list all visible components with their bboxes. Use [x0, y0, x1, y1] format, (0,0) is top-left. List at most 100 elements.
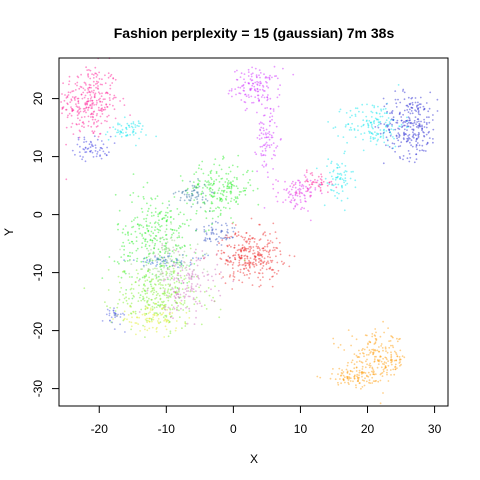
data-point	[403, 124, 405, 127]
data-point	[91, 105, 93, 107]
data-point	[142, 264, 145, 267]
data-point	[271, 259, 274, 262]
data-point	[112, 126, 115, 128]
data-point	[251, 101, 253, 104]
data-point	[200, 305, 203, 308]
data-point	[257, 251, 259, 253]
data-point	[65, 143, 67, 146]
data-point	[179, 264, 181, 267]
data-point	[157, 292, 159, 295]
data-point	[376, 140, 379, 142]
data-point	[382, 135, 385, 137]
data-point	[279, 250, 282, 253]
data-point	[172, 272, 175, 274]
data-point	[142, 324, 145, 327]
data-point	[182, 256, 184, 259]
data-point	[389, 112, 391, 115]
data-point	[417, 120, 420, 123]
data-point	[167, 290, 169, 292]
data-point	[322, 180, 325, 183]
data-point	[423, 107, 426, 110]
data-point	[164, 318, 167, 321]
data-point	[397, 145, 400, 148]
data-point	[153, 247, 155, 250]
data-point	[373, 361, 376, 363]
data-point	[190, 205, 193, 208]
data-point	[184, 321, 187, 323]
data-point	[244, 236, 247, 239]
data-point	[188, 310, 191, 312]
data-point	[113, 314, 116, 316]
data-point	[254, 255, 256, 258]
data-point	[271, 241, 274, 244]
data-point	[135, 333, 137, 336]
data-point	[231, 267, 234, 270]
data-point	[80, 93, 83, 96]
data-point	[253, 258, 256, 261]
data-point	[195, 186, 198, 189]
data-point	[329, 377, 332, 380]
data-point	[354, 179, 357, 182]
data-point	[141, 235, 144, 237]
data-point	[276, 200, 279, 203]
data-point	[415, 110, 418, 112]
data-point	[129, 304, 132, 307]
data-point	[363, 384, 366, 387]
data-point	[226, 231, 229, 233]
data-point	[214, 238, 217, 241]
data-point	[126, 318, 128, 321]
data-point	[365, 374, 368, 377]
data-point	[206, 199, 209, 202]
data-point	[129, 251, 131, 254]
data-point	[266, 96, 269, 99]
data-point	[221, 193, 224, 196]
data-point	[226, 185, 229, 188]
data-point	[262, 90, 265, 92]
data-point	[253, 255, 256, 257]
data-point	[137, 292, 140, 294]
data-point	[421, 127, 424, 130]
data-point	[411, 96, 414, 99]
data-point	[183, 291, 185, 294]
data-point	[220, 249, 223, 252]
data-point	[380, 355, 382, 358]
data-point	[108, 97, 111, 99]
data-point	[102, 150, 105, 153]
data-point	[374, 335, 377, 337]
data-point	[423, 121, 426, 123]
data-point	[213, 192, 216, 195]
data-point	[226, 244, 229, 247]
data-point	[169, 278, 172, 281]
data-point	[226, 187, 229, 190]
data-point	[212, 279, 215, 282]
data-point	[77, 76, 80, 79]
data-point	[169, 210, 172, 213]
data-point	[71, 109, 74, 112]
data-point	[163, 336, 166, 338]
data-point	[82, 87, 85, 90]
data-point	[423, 135, 426, 138]
data-point	[188, 193, 190, 196]
data-point	[382, 370, 385, 373]
data-point	[160, 268, 163, 271]
data-point	[272, 269, 275, 271]
data-point	[230, 187, 233, 190]
data-point	[108, 312, 111, 315]
data-point	[230, 185, 233, 188]
data-point	[238, 92, 241, 95]
data-point	[91, 118, 94, 121]
data-point	[83, 148, 86, 151]
data-point	[172, 218, 175, 220]
data-point	[219, 294, 222, 297]
data-point	[418, 133, 420, 136]
data-point	[268, 242, 271, 245]
data-point	[107, 138, 110, 141]
data-point	[279, 138, 282, 141]
data-point	[200, 192, 203, 195]
data-point	[381, 375, 384, 377]
data-point	[90, 125, 93, 128]
data-point	[262, 247, 265, 250]
data-point	[422, 149, 425, 152]
data-point	[360, 133, 362, 135]
data-point	[61, 106, 64, 109]
